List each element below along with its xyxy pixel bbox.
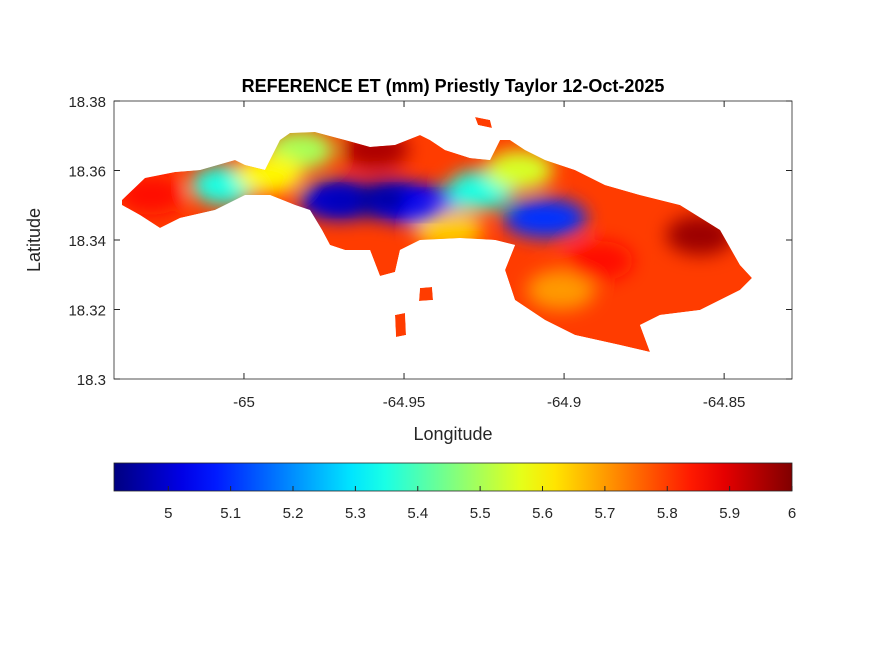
y-tick-label: 18.3 (77, 372, 106, 389)
heatmap-layer (122, 117, 752, 352)
y-tick-label: 18.32 (68, 303, 106, 320)
x-tick-label: -64.85 (703, 394, 746, 411)
y-tick-label: 18.36 (68, 164, 106, 181)
y-axis: 18.3 18.32 18.34 18.36 18.38 (68, 94, 792, 389)
chart-title: REFERENCE ET (mm) Priestly Taylor 12-Oct… (242, 76, 665, 96)
y-axis-label: Latitude (24, 208, 44, 272)
heat-region-11 (565, 240, 634, 281)
colorbar (113, 462, 793, 492)
colorbar-tick-label: 5.8 (657, 505, 678, 522)
heat-region-3 (502, 198, 587, 239)
colorbar-tick-label: 5 (164, 505, 172, 522)
heat-core-1 (373, 191, 410, 210)
heat-region-10 (526, 270, 595, 311)
heat-core-0 (322, 191, 358, 210)
colorbar-ticks: 5 5.1 5.2 5.3 5.4 5.5 5.6 5.7 5.8 5.9 6 (164, 486, 796, 522)
heat-region-7 (485, 150, 554, 191)
heat-core-2 (402, 196, 439, 215)
x-axis-label: Longitude (413, 424, 492, 444)
x-axis: -65 -64.95 -64.9 -64.85 (233, 101, 745, 411)
x-tick-label: -64.95 (383, 394, 426, 411)
colorbar-tick-label: 5.5 (470, 505, 491, 522)
y-tick-label: 18.34 (68, 233, 106, 250)
colorbar-tick-label: 5.6 (532, 505, 553, 522)
y-tick-label: 18.38 (68, 94, 106, 111)
colorbar-tick-label: 5.2 (283, 505, 304, 522)
colorbar-tick-label: 5.1 (220, 505, 241, 522)
colorbar-tick-label: 5.3 (345, 505, 366, 522)
x-tick-label: -65 (233, 394, 255, 411)
colorbar-tick-label: 5.4 (407, 505, 428, 522)
colorbar-tick-label: 6 (788, 505, 796, 522)
colorbar-tick-label: 5.9 (719, 505, 740, 522)
colorbar-tick-label: 5.7 (594, 505, 615, 522)
x-tick-label: -64.9 (547, 394, 581, 411)
